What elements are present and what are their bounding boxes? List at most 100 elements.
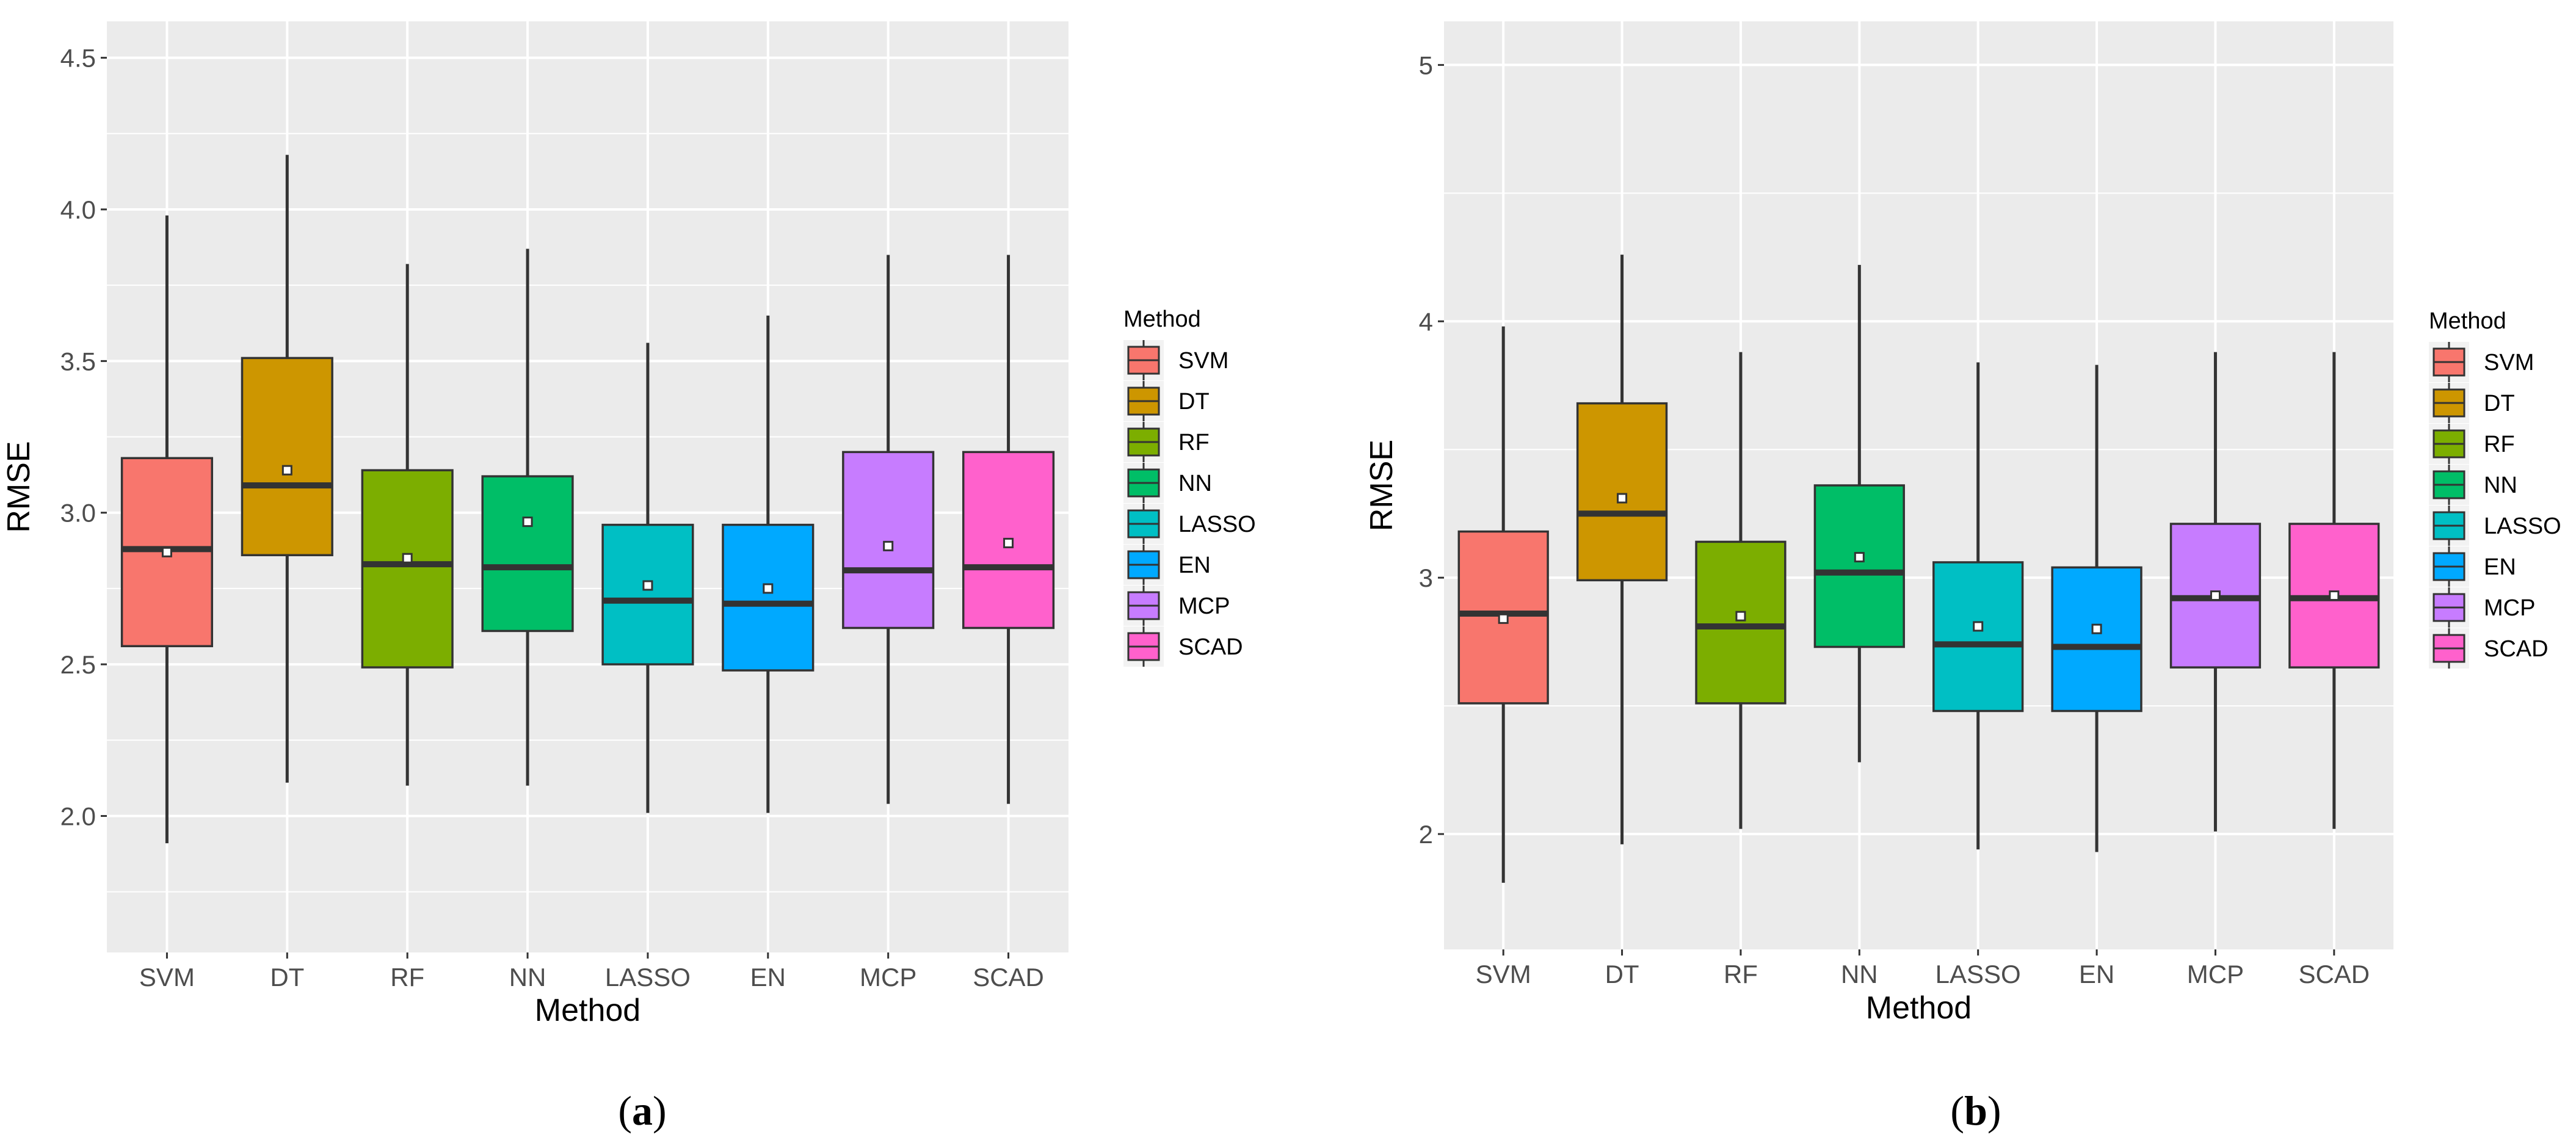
mean-point-scad (2329, 590, 2340, 601)
legend-label: LASSO (1178, 512, 1256, 537)
box-dt (1576, 402, 1668, 582)
mean-point-dt (1617, 493, 1628, 504)
panel-caption-letter: b (1964, 1087, 1987, 1134)
mean-point-nn (1854, 552, 1865, 563)
legend-label: DT (1178, 389, 1210, 415)
box-rf (361, 469, 454, 669)
legend-label: NN (2484, 473, 2517, 498)
box-mcp (842, 451, 935, 629)
mean-point-en (763, 583, 774, 594)
panel-a: 2.0 2.5 3.0 3.5 4.0 4.5 SVM DT RF NN LASSO EN MCP SCA… (1, 21, 1256, 1134)
legend-item-rf: RF (2429, 424, 2515, 464)
legend-item-rf: RF (1123, 422, 1210, 462)
legend-item-dt: DT (2429, 383, 2515, 423)
y-tick-label: 2 (1419, 820, 1433, 849)
panel-caption: (a) (618, 1087, 666, 1134)
x-tick-label: SVM (1476, 960, 1531, 988)
legend-label: EN (2484, 554, 2516, 580)
box-en (2051, 566, 2142, 713)
mean-point-scad (1003, 537, 1014, 548)
box-scad (962, 451, 1055, 629)
legend-item-en: EN (2429, 546, 2516, 587)
legend-label: SCAD (2484, 636, 2549, 662)
x-tick-label: DT (270, 963, 304, 992)
x-tick-label: NN (509, 963, 546, 992)
box-nn (481, 475, 574, 633)
box-lasso (1932, 561, 2024, 713)
legend-label: LASSO (2484, 513, 2561, 539)
legend-item-nn: NN (2429, 465, 2517, 505)
y-tick-label: 2.0 (60, 802, 96, 830)
y-tick-label: 5 (1419, 51, 1433, 79)
x-tick-label: RF (390, 963, 424, 992)
y-tick-label: 3 (1419, 564, 1433, 592)
x-tick-label: SCAD (973, 963, 1044, 992)
legend-item-mcp: MCP (2429, 587, 2535, 628)
mean-point-dt (281, 465, 292, 476)
legend-label: RF (2484, 432, 2515, 457)
legend-item-dt: DT (1123, 381, 1210, 421)
mean-point-rf (402, 553, 413, 564)
x-tick-label: LASSO (1936, 960, 2021, 988)
legend-label: MCP (2484, 595, 2535, 621)
legend-item-en: EN (1123, 545, 1211, 585)
x-tick-label: MCP (2187, 960, 2244, 988)
mean-point-nn (522, 517, 533, 528)
y-tick-label: 2.5 (60, 650, 96, 679)
legend-item-mcp: MCP (1123, 586, 1230, 626)
y-tick-label: 4.5 (60, 44, 96, 73)
box-dt (241, 357, 333, 557)
legend-label: MCP (1178, 593, 1230, 619)
legend-label: DT (2484, 391, 2515, 416)
legend-item-scad: SCAD (1123, 626, 1243, 667)
box-nn (1813, 484, 1905, 648)
y-axis-title: RMSE (1, 441, 37, 532)
legend-item-scad: SCAD (2429, 628, 2549, 669)
panel-caption-letter: a (632, 1087, 653, 1134)
x-tick-label: NN (1841, 960, 1878, 988)
mean-point-svm (161, 546, 172, 557)
x-tick-label: EN (750, 963, 786, 992)
legend-label: SVM (2484, 350, 2534, 375)
legend-item-svm: SVM (1123, 340, 1228, 380)
mean-point-lasso (1973, 621, 1984, 632)
box-lasso (601, 523, 694, 665)
y-tick-label: 4.0 (60, 195, 96, 224)
mean-point-mcp (2210, 590, 2221, 601)
box-rf (1695, 540, 1787, 705)
mean-point-svm (1498, 613, 1509, 624)
panel-caption: (b) (1950, 1087, 2001, 1134)
x-tick-label: DT (1605, 960, 1639, 988)
legend-item-lasso: LASSO (1123, 504, 1256, 544)
mean-point-en (2091, 623, 2102, 634)
legend-label: SVM (1178, 348, 1228, 374)
y-tick-label: 4 (1419, 307, 1433, 336)
legend-label: NN (1178, 471, 1212, 496)
y-tick-label: 3.5 (60, 347, 96, 375)
x-tick-label: MCP (860, 963, 916, 992)
y-axis-title: RMSE (1364, 440, 1399, 531)
x-tick-label: EN (2079, 960, 2114, 988)
legend-title: Method (2429, 308, 2506, 334)
x-axis-title: Method (1866, 990, 1972, 1026)
legend-item-svm: SVM (2429, 342, 2534, 382)
mean-point-mcp (883, 540, 894, 551)
mean-point-rf (1735, 611, 1746, 622)
legend-label: RF (1178, 430, 1210, 455)
y-tick-label: 3.0 (60, 499, 96, 528)
legend: Method SVM DT RF NN LASSO EN MCP SCAD (1123, 306, 1256, 667)
legend-label: EN (1178, 553, 1211, 578)
x-tick-label: SVM (139, 963, 195, 992)
legend-title: Method (1123, 306, 1201, 332)
box-en (722, 523, 815, 672)
x-tick-label: SCAD (2298, 960, 2370, 988)
legend-item-lasso: LASSO (2429, 506, 2561, 546)
legend: Method SVM DT RF NN LASSO EN MCP SCAD (2429, 308, 2561, 669)
x-tick-label: LASSO (605, 963, 691, 992)
x-tick-label: RF (1724, 960, 1758, 988)
legend-item-nn: NN (1123, 463, 1212, 503)
x-axis-title: Method (535, 993, 640, 1028)
legend-label: SCAD (1178, 634, 1243, 660)
